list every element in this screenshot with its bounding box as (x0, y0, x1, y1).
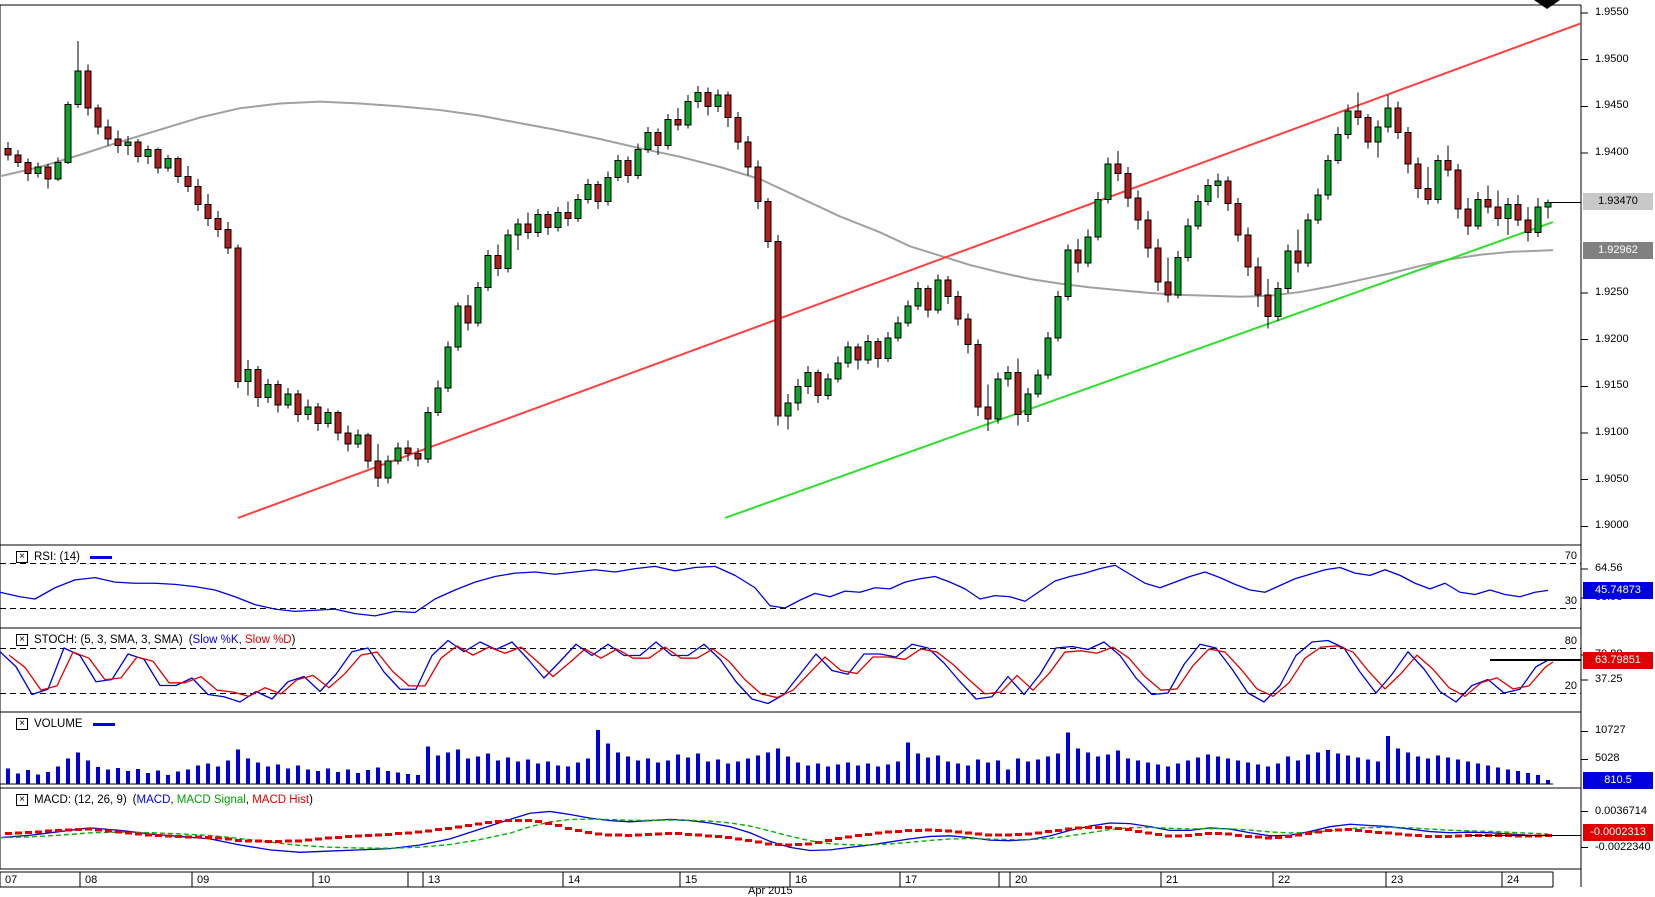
date-cell-label: 09 (197, 874, 210, 886)
rsi-indicator-header: × RSI: (14) (16, 551, 113, 563)
price-axis-tick: 1.9400 (1595, 145, 1629, 158)
price-axis-tick: 1.9050 (1595, 472, 1629, 485)
rsi-checkbox-icon[interactable]: × (16, 551, 28, 563)
macd-signal-legend: MACD Signal (176, 794, 246, 806)
level-label-20: 20 (1564, 680, 1577, 692)
date-cell-label: 23 (1391, 874, 1404, 886)
level-label-30: 30 (1564, 595, 1577, 607)
month-label: Apr 2015 (748, 885, 793, 897)
stoch-label: STOCH: (5, 3, SMA, 3, SMA) (34, 634, 183, 646)
date-cell-label: 22 (1278, 874, 1291, 886)
level-label-70: 70 (1564, 550, 1577, 562)
date-cell-label: 15 (685, 874, 698, 886)
stoch-d-legend: Slow %D (244, 634, 292, 646)
price-axis-tick: 1.9250 (1595, 285, 1629, 298)
date-cell-label: 14 (568, 874, 581, 886)
macd-checkbox-icon[interactable]: × (16, 794, 28, 806)
date-cell-label: 24 (1507, 874, 1520, 886)
date-cell-label: 13 (428, 874, 441, 886)
price-axis-tick: 1.9000 (1595, 519, 1629, 532)
macd-hist-legend: MACD Hist (252, 794, 310, 806)
volume-checkbox-icon[interactable]: × (16, 718, 28, 730)
macd-line-legend: MACD (136, 794, 171, 806)
macd-series-legend: (MACD, MACD Signal, MACD Hist) (132, 794, 313, 806)
date-cell-label: 10 (318, 874, 331, 886)
stoch-indicator-header: × STOCH: (5, 3, SMA, 3, SMA) (Slow %K, S… (16, 634, 295, 646)
stoch-k-legend: Slow %K (192, 634, 239, 646)
price-axis-tick: 1.9200 (1595, 332, 1629, 345)
price-axis-tick: 1.9550 (1595, 6, 1629, 18)
macd-indicator-header: × MACD: (12, 26, 9) (MACD, MACD Signal, … (16, 794, 313, 806)
date-cell-label: 08 (85, 874, 98, 886)
price-axis-tick: 1.9450 (1595, 99, 1629, 112)
volume-value-box: 810.5 (1583, 772, 1653, 789)
arrow-down-marker (1534, 0, 1560, 9)
volume-axis-tick: 10727 (1595, 724, 1626, 737)
date-cell-label: 17 (905, 874, 918, 886)
level-label-80: 80 (1564, 635, 1577, 647)
bid-price-box: 1.93470 (1583, 193, 1653, 210)
date-cell-label: 20 (1015, 874, 1028, 886)
volume-line-sample-icon (92, 722, 115, 726)
rsi-value-box: 45.74873 (1583, 582, 1653, 599)
macd-axis-tick: -0.0022340 (1595, 840, 1651, 853)
stoch-series-legend: (Slow %K, Slow %D) (188, 634, 296, 646)
rsi-line-sample-icon (90, 555, 113, 559)
price-axis-tick: 1.9100 (1595, 425, 1629, 438)
date-cell-label: 21 (1166, 874, 1179, 886)
stoch-axis-tick: 37.25 (1595, 673, 1623, 686)
volume-label: VOLUME (34, 718, 83, 730)
price-axis-tick: 1.9150 (1595, 379, 1629, 392)
date-cell-label: 07 (5, 874, 18, 886)
volume-axis-tick: 5028 (1595, 752, 1620, 765)
stoch-value-box: 63.79851 (1583, 652, 1653, 669)
volume-indicator-header: × VOLUME (16, 718, 115, 730)
sma-price-box: 1.92962 (1583, 242, 1653, 259)
macd-axis-tick: 0.0036714 (1595, 804, 1647, 817)
macd-label: MACD: (12, 26, 9) (34, 794, 127, 806)
rsi-axis-tick: 64.56 (1595, 562, 1623, 575)
rsi-label: RSI: (14) (34, 551, 81, 563)
date-cell-label: 16 (795, 874, 808, 886)
stoch-checkbox-icon[interactable]: × (16, 634, 28, 646)
price-axis-tick: 1.9500 (1595, 52, 1629, 65)
macd-value-box: -0.0002313 (1583, 824, 1653, 841)
